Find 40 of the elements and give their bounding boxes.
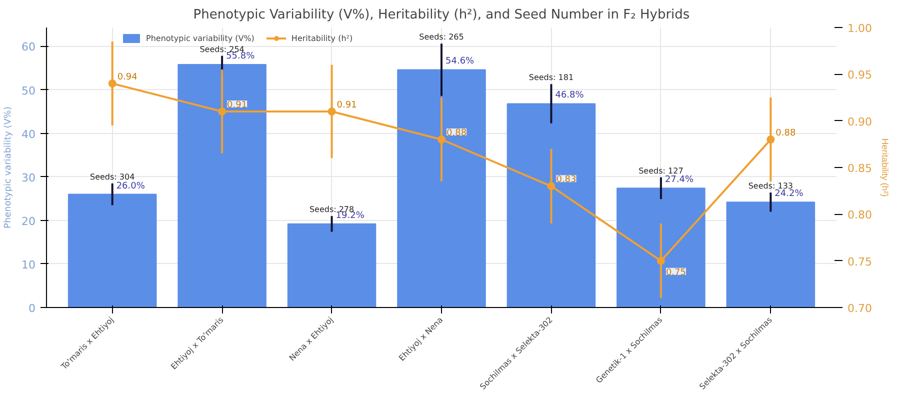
bar (726, 202, 816, 308)
annotation: Seeds: 181 (528, 73, 574, 82)
y2-tick-label: 0.90 (848, 115, 872, 128)
y2-tick-label: 0.80 (848, 208, 872, 222)
y2-tick-label: 0.95 (848, 68, 872, 82)
y-tick-label: 20 (22, 214, 36, 228)
data-label: 0.88 (776, 128, 796, 138)
y-tick-label: 40 (22, 128, 36, 141)
y2-axis-title: Heritability (h²) (880, 138, 890, 197)
bar (616, 188, 706, 308)
data-label: 0.83 (556, 175, 576, 186)
data-label: 46.8% (555, 90, 584, 101)
y-tick-label: 10 (22, 258, 36, 272)
data-label: 55.8% (226, 52, 256, 62)
y-tick-label: 60 (22, 40, 36, 54)
y2-tick-label: 1.00 (848, 22, 872, 35)
bar (506, 103, 596, 308)
y2-tick-label: 0.75 (848, 255, 872, 268)
y-tick-label: 50 (22, 84, 36, 98)
data-label: 24.2% (774, 189, 804, 200)
y-tick-label: 30 (22, 171, 36, 184)
data-label: 0.94 (117, 72, 138, 82)
bar (287, 223, 376, 308)
chart-title: Phenotypic Variability (V%), Heritability (h²), and Seed Number in F₂ Hybrids (193, 8, 690, 22)
legend-label: Phenotypic variability (V%) (146, 33, 254, 43)
data-label: 0.91 (336, 100, 357, 110)
annotation: Seeds: 127 (638, 166, 684, 176)
data-label: 27.4% (664, 175, 694, 186)
y-tick-label: 0 (28, 302, 36, 315)
y-axis-title: Phenotypic variability (V%) (4, 106, 14, 228)
bar (397, 69, 486, 308)
bar (178, 64, 266, 308)
y2-tick-label: 0.70 (848, 302, 872, 315)
data-label: 54.6% (446, 56, 475, 67)
data-label: 26.0% (116, 181, 146, 192)
annotation: Seeds: 304 (90, 172, 135, 182)
annotation: Seeds: 265 (419, 32, 464, 42)
y2-tick-label: 0.85 (848, 162, 872, 175)
legend-label: Heritability (h²) (291, 33, 353, 43)
bar (68, 194, 157, 308)
